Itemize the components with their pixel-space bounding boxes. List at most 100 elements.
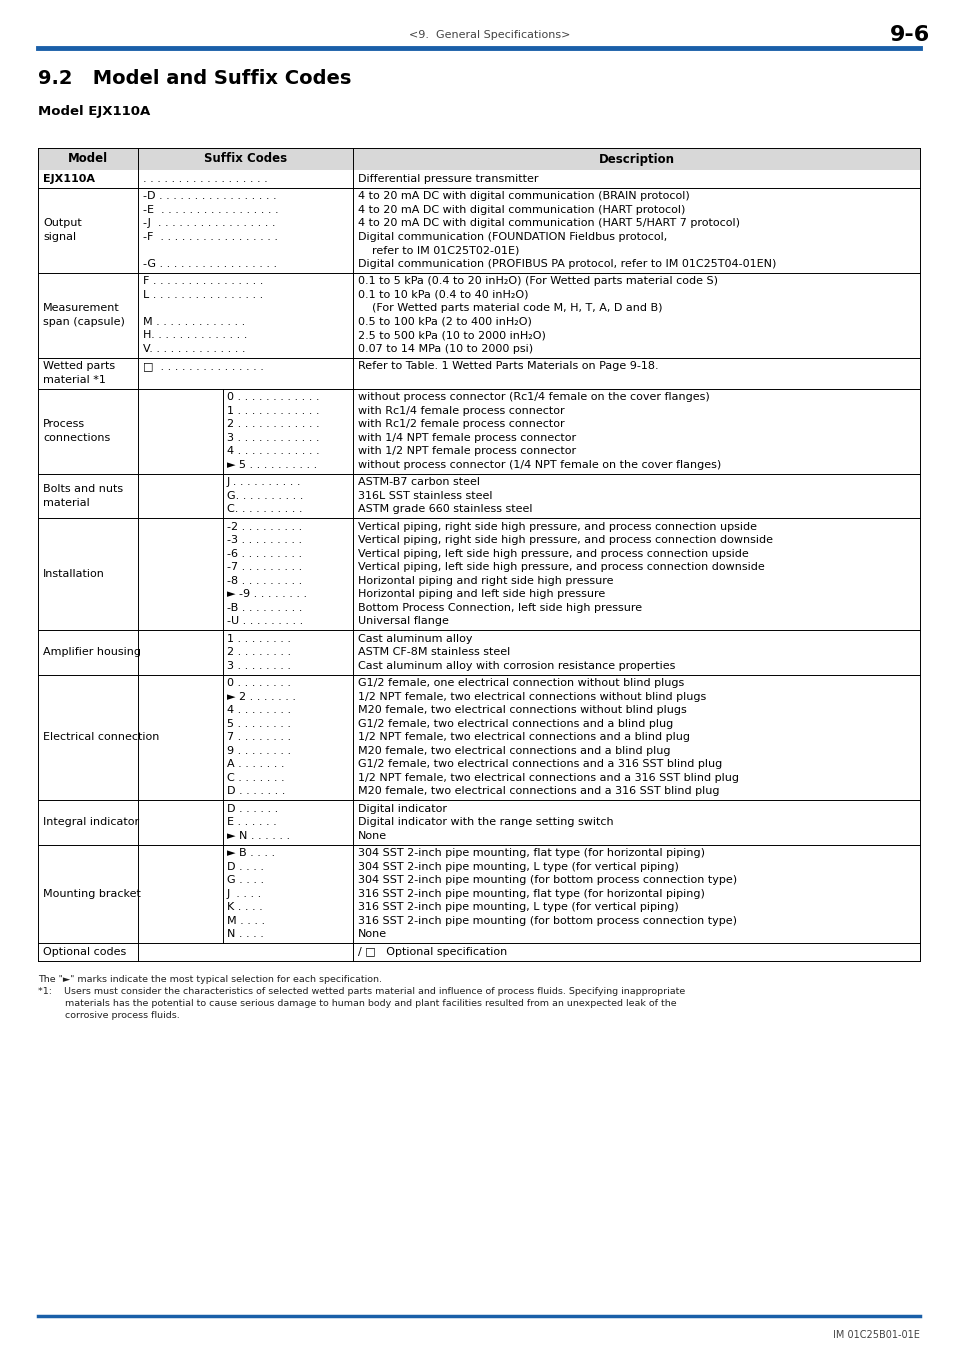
Text: Description: Description — [598, 153, 674, 166]
Text: 304 SST 2-inch pipe mounting, L type (for vertical piping): 304 SST 2-inch pipe mounting, L type (fo… — [357, 861, 679, 872]
Text: ► 5 . . . . . . . . . .: ► 5 . . . . . . . . . . — [227, 460, 317, 470]
Text: 0.1 to 10 kPa (0.4 to 40 inH₂O): 0.1 to 10 kPa (0.4 to 40 inH₂O) — [357, 290, 528, 300]
Text: 0.07 to 14 MPa (10 to 2000 psi): 0.07 to 14 MPa (10 to 2000 psi) — [357, 344, 533, 354]
Text: 4 . . . . . . . .: 4 . . . . . . . . — [227, 705, 291, 716]
Text: 0.5 to 100 kPa (2 to 400 inH₂O): 0.5 to 100 kPa (2 to 400 inH₂O) — [357, 317, 532, 327]
Text: D . . . .: D . . . . — [227, 861, 264, 872]
Text: N . . . .: N . . . . — [227, 929, 264, 940]
Text: without process connector (Rc1/4 female on the cover flanges): without process connector (Rc1/4 female … — [357, 393, 709, 402]
Text: C. . . . . . . . . .: C. . . . . . . . . . — [227, 505, 302, 514]
Text: 9.2   Model and Suffix Codes: 9.2 Model and Suffix Codes — [38, 69, 351, 88]
Text: 5 . . . . . . . .: 5 . . . . . . . . — [227, 718, 291, 729]
Text: -7 . . . . . . . . .: -7 . . . . . . . . . — [227, 562, 302, 572]
Text: 0.1 to 5 kPa (0.4 to 20 inH₂O) (For Wetted parts material code S): 0.1 to 5 kPa (0.4 to 20 inH₂O) (For Wett… — [357, 277, 718, 286]
Text: -F  . . . . . . . . . . . . . . . . .: -F . . . . . . . . . . . . . . . . . — [143, 232, 277, 242]
Text: Mounting bracket: Mounting bracket — [43, 888, 141, 899]
Text: E . . . . . .: E . . . . . . — [227, 817, 276, 828]
Text: D . . . . . .: D . . . . . . — [227, 803, 278, 814]
Text: Digital indicator with the range setting switch: Digital indicator with the range setting… — [357, 817, 613, 828]
Text: refer to IM 01C25T02-01E): refer to IM 01C25T02-01E) — [357, 246, 518, 255]
Text: Installation: Installation — [43, 568, 105, 579]
Text: 2 . . . . . . . . . . . .: 2 . . . . . . . . . . . . — [227, 420, 319, 429]
Text: ASTM-B7 carbon steel: ASTM-B7 carbon steel — [357, 478, 479, 487]
Text: ASTM grade 660 stainless steel: ASTM grade 660 stainless steel — [357, 505, 532, 514]
Text: -G . . . . . . . . . . . . . . . . .: -G . . . . . . . . . . . . . . . . . — [143, 259, 276, 269]
Text: Bottom Process Connection, left side high pressure: Bottom Process Connection, left side hig… — [357, 602, 641, 613]
Text: (For Wetted parts material code M, H, T, A, D and B): (For Wetted parts material code M, H, T,… — [357, 304, 661, 313]
Text: Model: Model — [68, 153, 108, 166]
Text: G1/2 female, two electrical connections and a blind plug: G1/2 female, two electrical connections … — [357, 718, 673, 729]
Text: 1/2 NPT female, two electrical connections and a blind plug: 1/2 NPT female, two electrical connectio… — [357, 732, 689, 742]
Text: EJX110A: EJX110A — [43, 174, 95, 184]
Text: IM 01C25B01-01E: IM 01C25B01-01E — [832, 1330, 919, 1341]
Text: Refer to Table. 1 Wetted Parts Materials on Page 9-18.: Refer to Table. 1 Wetted Parts Materials… — [357, 362, 658, 371]
Text: 316 SST 2-inch pipe mounting (for bottom process connection type): 316 SST 2-inch pipe mounting (for bottom… — [357, 915, 737, 926]
Text: -2 . . . . . . . . .: -2 . . . . . . . . . — [227, 521, 302, 532]
Text: 7 . . . . . . . .: 7 . . . . . . . . — [227, 732, 291, 742]
Text: ASTM CF-8M stainless steel: ASTM CF-8M stainless steel — [357, 647, 510, 657]
Text: 316 SST 2-inch pipe mounting, L type (for vertical piping): 316 SST 2-inch pipe mounting, L type (fo… — [357, 902, 678, 913]
Text: 3 . . . . . . . .: 3 . . . . . . . . — [227, 660, 291, 671]
Text: -D . . . . . . . . . . . . . . . . .: -D . . . . . . . . . . . . . . . . . — [143, 192, 276, 201]
Text: with 1/4 NPT female process connector: with 1/4 NPT female process connector — [357, 433, 576, 443]
Text: -3 . . . . . . . . .: -3 . . . . . . . . . — [227, 535, 302, 545]
Text: A . . . . . . .: A . . . . . . . — [227, 759, 284, 769]
Text: M . . . . . . . . . . . . .: M . . . . . . . . . . . . . — [143, 317, 245, 327]
Text: ► N . . . . . .: ► N . . . . . . — [227, 830, 290, 841]
Text: 316 SST 2-inch pipe mounting, flat type (for horizontal piping): 316 SST 2-inch pipe mounting, flat type … — [357, 888, 704, 899]
Text: 1/2 NPT female, two electrical connections without blind plugs: 1/2 NPT female, two electrical connectio… — [357, 691, 705, 702]
Text: Universal flange: Universal flange — [357, 616, 449, 626]
Text: 4 to 20 mA DC with digital communication (BRAIN protocol): 4 to 20 mA DC with digital communication… — [357, 192, 689, 201]
Text: M . . . .: M . . . . — [227, 915, 265, 926]
Text: Digital communication (FOUNDATION Fieldbus protocol,: Digital communication (FOUNDATION Fieldb… — [357, 232, 666, 242]
Text: Cast aluminum alloy with corrosion resistance properties: Cast aluminum alloy with corrosion resis… — [357, 660, 675, 671]
Text: <9.  General Specifications>: <9. General Specifications> — [409, 30, 570, 40]
Text: L . . . . . . . . . . . . . . . .: L . . . . . . . . . . . . . . . . — [143, 290, 263, 300]
Text: 1/2 NPT female, two electrical connections and a 316 SST blind plug: 1/2 NPT female, two electrical connectio… — [357, 772, 739, 783]
Text: 3 . . . . . . . . . . . .: 3 . . . . . . . . . . . . — [227, 433, 319, 443]
Text: ► 2 . . . . . . .: ► 2 . . . . . . . — [227, 691, 295, 702]
Text: C . . . . . . .: C . . . . . . . — [227, 772, 284, 783]
Text: 4 to 20 mA DC with digital communication (HART protocol): 4 to 20 mA DC with digital communication… — [357, 205, 684, 215]
Text: 304 SST 2-inch pipe mounting, flat type (for horizontal piping): 304 SST 2-inch pipe mounting, flat type … — [357, 848, 704, 859]
Text: □  . . . . . . . . . . . . . . .: □ . . . . . . . . . . . . . . . — [143, 362, 264, 371]
Text: Measurement
span (capsule): Measurement span (capsule) — [43, 302, 125, 327]
Text: D . . . . . . .: D . . . . . . . — [227, 786, 285, 796]
Text: 2 . . . . . . . .: 2 . . . . . . . . — [227, 647, 291, 657]
Text: 4 to 20 mA DC with digital communication (HART 5/HART 7 protocol): 4 to 20 mA DC with digital communication… — [357, 219, 740, 228]
Text: None: None — [357, 830, 387, 841]
Text: ► B . . . .: ► B . . . . — [227, 848, 274, 859]
Text: M20 female, two electrical connections and a blind plug: M20 female, two electrical connections a… — [357, 745, 670, 756]
Text: . . . . . . . . . . . . . . . . . .: . . . . . . . . . . . . . . . . . . — [143, 174, 268, 184]
Text: -B . . . . . . . . .: -B . . . . . . . . . — [227, 602, 302, 613]
Text: ► -9 . . . . . . . .: ► -9 . . . . . . . . — [227, 589, 307, 599]
Text: V. . . . . . . . . . . . . .: V. . . . . . . . . . . . . . — [143, 344, 245, 354]
Text: Output
signal: Output signal — [43, 217, 82, 242]
Text: 304 SST 2-inch pipe mounting (for bottom process connection type): 304 SST 2-inch pipe mounting (for bottom… — [357, 875, 737, 886]
Bar — [38, 148, 919, 170]
Text: 4 . . . . . . . . . . . .: 4 . . . . . . . . . . . . — [227, 447, 319, 456]
Text: Digital communication (PROFIBUS PA protocol, refer to IM 01C25T04-01EN): Digital communication (PROFIBUS PA proto… — [357, 259, 776, 269]
Text: None: None — [357, 929, 387, 940]
Text: -8 . . . . . . . . .: -8 . . . . . . . . . — [227, 575, 302, 586]
Text: Integral indicator: Integral indicator — [43, 817, 139, 828]
Text: Model EJX110A: Model EJX110A — [38, 105, 150, 119]
Text: Vertical piping, left side high pressure, and process connection downside: Vertical piping, left side high pressure… — [357, 562, 764, 572]
Text: G1/2 female, one electrical connection without blind plugs: G1/2 female, one electrical connection w… — [357, 678, 683, 688]
Text: Digital indicator: Digital indicator — [357, 803, 447, 814]
Text: / □   Optional specification: / □ Optional specification — [357, 946, 507, 957]
Text: 9-6: 9-6 — [889, 26, 929, 45]
Text: -E  . . . . . . . . . . . . . . . . .: -E . . . . . . . . . . . . . . . . . — [143, 205, 278, 215]
Text: corrosive process fluids.: corrosive process fluids. — [38, 1011, 179, 1019]
Text: with Rc1/4 female process connector: with Rc1/4 female process connector — [357, 406, 564, 416]
Text: -6 . . . . . . . . .: -6 . . . . . . . . . — [227, 548, 302, 559]
Text: M20 female, two electrical connections without blind plugs: M20 female, two electrical connections w… — [357, 705, 686, 716]
Text: Vertical piping, left side high pressure, and process connection upside: Vertical piping, left side high pressure… — [357, 548, 748, 559]
Text: -U . . . . . . . . .: -U . . . . . . . . . — [227, 616, 303, 626]
Text: 9 . . . . . . . .: 9 . . . . . . . . — [227, 745, 291, 756]
Text: The "►" marks indicate the most typical selection for each specification.: The "►" marks indicate the most typical … — [38, 975, 381, 984]
Text: J . . . . . . . . . .: J . . . . . . . . . . — [227, 478, 301, 487]
Text: Suffix Codes: Suffix Codes — [204, 153, 287, 166]
Text: Amplifier housing: Amplifier housing — [43, 647, 141, 657]
Text: G . . . .: G . . . . — [227, 875, 264, 886]
